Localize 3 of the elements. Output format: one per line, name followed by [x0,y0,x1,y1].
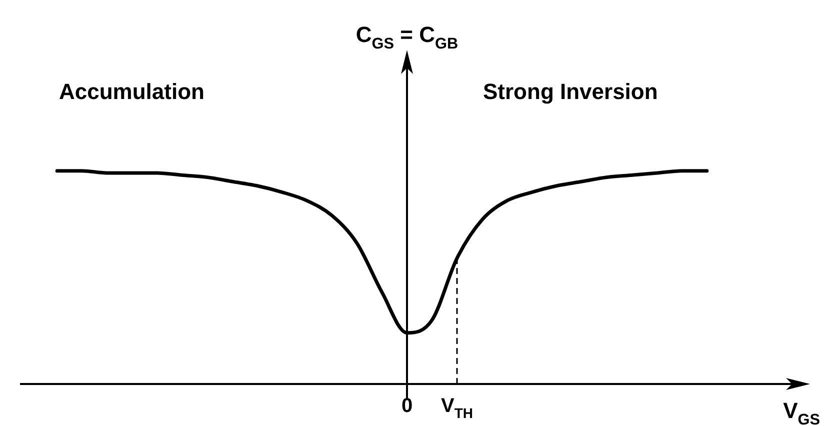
x-tick-label: 0 [401,395,413,417]
text: Strong Inversion [483,78,658,104]
text: Accumulation [59,78,204,104]
